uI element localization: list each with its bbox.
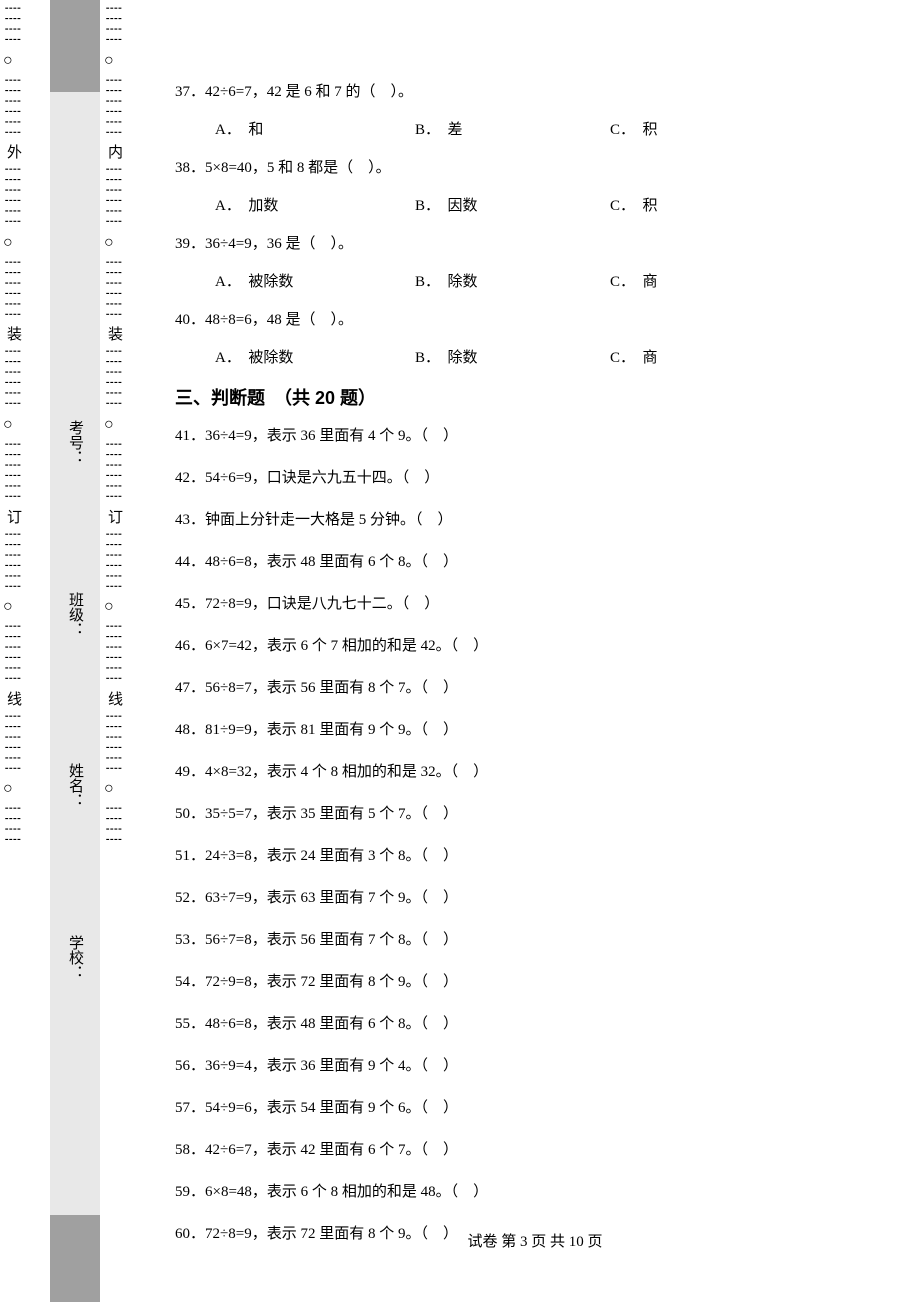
- tf-question: 43．钟面上分针走一大格是 5 分钟。（ ）: [175, 508, 895, 532]
- mc-question: 40．48÷8=6，48 是（ ）。: [175, 308, 895, 332]
- form-label-exam: 考号：: [62, 420, 86, 465]
- choice-c: C． 积: [610, 118, 760, 142]
- tf-question: 50．35÷5=7，表示 35 里面有 5 个 7。（ ）: [175, 802, 895, 826]
- mc-question: 38．5×8=40，5 和 8 都是（ ）。: [175, 156, 895, 180]
- mc-question: 39．36÷4=9，36 是（ ）。: [175, 232, 895, 256]
- gray-dark-bottom: [50, 1215, 100, 1302]
- choice-a: A． 加数: [215, 194, 415, 218]
- tf-question: 48．81÷9=9，表示 81 里面有 9 个 9。（ ）: [175, 718, 895, 742]
- gray-dark-top: [50, 0, 100, 92]
- choice-b: B． 除数: [415, 346, 610, 370]
- form-label-school: 学校：: [62, 935, 86, 980]
- tf-question: 45．72÷8=9，口诀是八九七十二。（ ）: [175, 592, 895, 616]
- mc-choices: A． 加数B． 因数C． 积: [175, 194, 895, 218]
- tf-question: 47．56÷8=7，表示 56 里面有 8 个 7。（ ）: [175, 676, 895, 700]
- choice-c: C． 商: [610, 346, 760, 370]
- tf-question: 49．4×8=32，表示 4 个 8 相加的和是 32。（ ）: [175, 760, 895, 784]
- choice-b: B． 除数: [415, 270, 610, 294]
- choice-c: C． 商: [610, 270, 760, 294]
- choice-b: B． 差: [415, 118, 610, 142]
- choice-a: A． 和: [215, 118, 415, 142]
- form-label-class: 班级：: [62, 592, 86, 637]
- section-heading: 三、判断题 （共 20 题）: [175, 384, 895, 410]
- tf-question: 52．63÷7=9，表示 63 里面有 7 个 9。（ ）: [175, 886, 895, 910]
- form-labels: 学校： 姓名： 班级： 考号：: [62, 420, 86, 980]
- tf-question: 54．72÷9=8，表示 72 里面有 8 个 9。（ ）: [175, 970, 895, 994]
- tf-question: 55．48÷6=8，表示 48 里面有 6 个 8。（ ）: [175, 1012, 895, 1036]
- tf-question: 57．54÷9=6，表示 54 里面有 9 个 6。（ ）: [175, 1096, 895, 1120]
- tf-question: 44．48÷6=8，表示 48 里面有 6 个 8。（ ）: [175, 550, 895, 574]
- page-footer: 试卷 第 3 页 共 10 页: [175, 1230, 895, 1251]
- choice-b: B． 因数: [415, 194, 610, 218]
- mc-choices: A． 被除数B． 除数C． 商: [175, 270, 895, 294]
- choice-a: A． 被除数: [215, 346, 415, 370]
- choice-c: C． 积: [610, 194, 760, 218]
- tf-question: 56．36÷9=4，表示 36 里面有 9 个 4。（ ）: [175, 1054, 895, 1078]
- tf-question: 53．56÷7=8，表示 56 里面有 7 个 8。（ ）: [175, 928, 895, 952]
- content-area: 37．42÷6=7，42 是 6 和 7 的（ ）。A． 和B． 差C． 积38…: [175, 80, 895, 1264]
- choice-a: A． 被除数: [215, 270, 415, 294]
- mc-question: 37．42÷6=7，42 是 6 和 7 的（ ）。: [175, 80, 895, 104]
- tf-question: 51．24÷3=8，表示 24 里面有 3 个 8。（ ）: [175, 844, 895, 868]
- binding-inner: ┊┊┊┊○┊┊┊┊┊┊内┊┊┊┊┊┊○┊┊┊┊┊┊装┊┊┊┊┊┊○┊┊┊┊┊┊订…: [104, 0, 146, 1302]
- mc-choices: A． 和B． 差C． 积: [175, 118, 895, 142]
- tf-question: 58．42÷6=7，表示 42 里面有 6 个 7。（ ）: [175, 1138, 895, 1162]
- tf-question: 59．6×8=48，表示 6 个 8 相加的和是 48。（ ）: [175, 1180, 895, 1204]
- tf-question: 46．6×7=42，表示 6 个 7 相加的和是 42。（ ）: [175, 634, 895, 658]
- form-label-name: 姓名：: [62, 763, 86, 808]
- tf-question: 41．36÷4=9，表示 36 里面有 4 个 9。（ ）: [175, 424, 895, 448]
- mc-choices: A． 被除数B． 除数C． 商: [175, 346, 895, 370]
- tf-question: 42．54÷6=9，口诀是六九五十四。（ ）: [175, 466, 895, 490]
- binding-outer: ┊┊┊┊○┊┊┊┊┊┊外┊┊┊┊┊┊○┊┊┊┊┊┊装┊┊┊┊┊┊○┊┊┊┊┊┊订…: [3, 0, 45, 1302]
